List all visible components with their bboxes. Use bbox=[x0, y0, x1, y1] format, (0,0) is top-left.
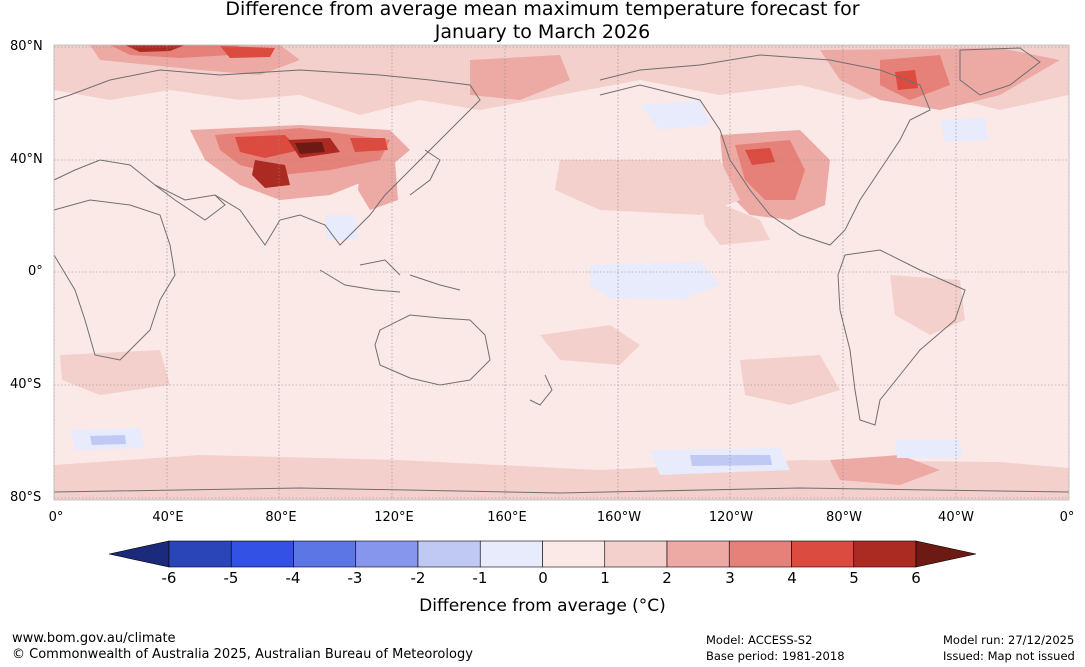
colorbar-tick-label: -4 bbox=[285, 569, 301, 587]
footer-model: Model: ACCESS-S2 bbox=[706, 633, 813, 647]
colorbar-swatch bbox=[168, 540, 232, 568]
map-background bbox=[54, 45, 1069, 500]
colorbar-tick-label: 3 bbox=[725, 569, 735, 587]
anomaly-cool-region bbox=[90, 435, 126, 445]
chart-title-line-1: Difference from average mean maximum tem… bbox=[225, 0, 860, 20]
colorbar-swatch bbox=[542, 540, 606, 568]
map-frame bbox=[53, 44, 1070, 501]
colorbar-tick-label: 0 bbox=[538, 569, 548, 587]
anomaly-warm-region bbox=[220, 46, 275, 58]
anomaly-cool-region bbox=[325, 215, 357, 240]
coastline-south-america bbox=[837, 249, 966, 426]
coastline-north-america bbox=[599, 54, 931, 246]
anomaly-cool-region bbox=[895, 440, 962, 458]
lon-label: 40°W bbox=[938, 510, 974, 525]
colorbar-tick-label: 4 bbox=[787, 569, 797, 587]
lon-label: 160°W bbox=[596, 510, 642, 525]
colorbar-tick-label: 2 bbox=[662, 569, 672, 587]
colorbar-swatch bbox=[355, 540, 419, 568]
lon-label: 120°E bbox=[374, 510, 414, 525]
coastline-eurasia bbox=[53, 69, 481, 246]
footer-base-period: Base period: 1981-2018 bbox=[706, 649, 845, 663]
colorbar-swatch bbox=[293, 540, 357, 568]
coastline-new-zealand bbox=[529, 374, 553, 406]
anomaly-warm-region bbox=[890, 275, 965, 335]
colorbar-tick-label: 1 bbox=[600, 569, 610, 587]
colorbar-swatch bbox=[728, 540, 792, 568]
colorbar-swatch bbox=[230, 540, 294, 568]
footer-url[interactable]: www.bom.gov.au/climate bbox=[12, 631, 176, 646]
anomaly-warm-region bbox=[235, 135, 300, 158]
coastlines bbox=[53, 47, 1070, 494]
anomaly-warm-region bbox=[295, 142, 325, 154]
lon-label: 80°E bbox=[265, 510, 297, 525]
footer-issued: Issued: Map not issued bbox=[943, 649, 1075, 663]
colorbar bbox=[108, 540, 977, 568]
lon-label: 40°E bbox=[152, 510, 184, 525]
anomaly-warm-region bbox=[252, 160, 290, 188]
colorbar-tick-label: 5 bbox=[849, 569, 859, 587]
anomaly-cool-region bbox=[940, 118, 988, 142]
anomaly-warm-region bbox=[60, 350, 170, 395]
colorbar-tick-label: -6 bbox=[161, 569, 177, 587]
anomaly-warm-region bbox=[745, 148, 775, 165]
colorbar-swatch bbox=[666, 540, 730, 568]
colorbar-swatch bbox=[479, 540, 543, 568]
anomaly-warm-region bbox=[470, 55, 570, 100]
anomaly-warm-region bbox=[358, 160, 398, 210]
colorbar-swatch bbox=[417, 540, 481, 568]
anomaly-warm-region bbox=[540, 325, 640, 365]
chart-title-line-2: January to March 2026 bbox=[434, 21, 651, 43]
lon-label: 0° bbox=[48, 510, 64, 525]
anomaly-warm-region bbox=[350, 138, 388, 152]
anomaly-cool-region bbox=[640, 100, 710, 130]
footer-model-run: Model run: 27/12/2025 bbox=[943, 633, 1075, 647]
lon-label: 0° bbox=[1059, 510, 1075, 525]
anomaly-cool-region bbox=[690, 455, 772, 466]
colorbar-tick-label: -5 bbox=[223, 569, 239, 587]
coastline-australia bbox=[374, 314, 491, 386]
lon-label: 80°W bbox=[826, 510, 862, 525]
anomaly-cool-region bbox=[590, 262, 720, 300]
colorbar-under-arrow bbox=[108, 540, 170, 568]
lat-label: 80°S bbox=[10, 490, 42, 505]
lat-label: 40°N bbox=[10, 152, 43, 167]
colorbar-swatch bbox=[853, 540, 917, 568]
coastline-japan bbox=[409, 149, 441, 196]
colorbar-tick-label: 6 bbox=[911, 569, 921, 587]
coastline-greenland bbox=[959, 47, 1041, 96]
colorbar-tick-label: -1 bbox=[472, 569, 488, 587]
coastline-arabia bbox=[154, 184, 226, 221]
colorbar-over-arrow bbox=[915, 540, 977, 568]
colorbar-swatch bbox=[604, 540, 668, 568]
anomaly-warm-region bbox=[555, 160, 740, 215]
lon-label: 120°W bbox=[708, 510, 754, 525]
anomaly-layer bbox=[54, 45, 1069, 500]
coastline-africa bbox=[53, 199, 176, 361]
footer-copyright: © Commonwealth of Australia 2025, Austra… bbox=[12, 647, 473, 662]
lat-label: 40°S bbox=[10, 377, 42, 392]
colorbar-tick-label: -3 bbox=[347, 569, 363, 587]
lat-label: 0° bbox=[28, 264, 43, 279]
anomaly-warm-region bbox=[740, 355, 840, 405]
anomaly-warm-region bbox=[830, 455, 940, 485]
colorbar-swatch bbox=[791, 540, 855, 568]
graticule bbox=[53, 45, 1070, 500]
anomaly-warm-region bbox=[54, 455, 1069, 500]
lat-label: 80°N bbox=[10, 39, 43, 54]
colorbar-tick-label: -2 bbox=[410, 569, 426, 587]
colorbar-label: Difference from average (°C) bbox=[419, 596, 666, 616]
coastline-antarctica bbox=[53, 487, 1070, 494]
lon-label: 160°E bbox=[487, 510, 527, 525]
coastline-indonesia bbox=[319, 259, 461, 293]
